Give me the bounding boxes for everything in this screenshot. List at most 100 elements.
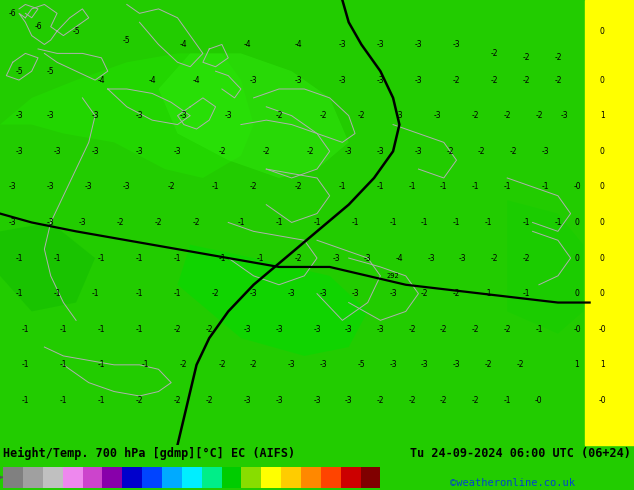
Text: -4: -4 <box>180 40 188 49</box>
Bar <box>261 466 281 488</box>
Text: -2: -2 <box>491 49 498 58</box>
Bar <box>202 466 221 488</box>
Text: -3: -3 <box>415 75 422 85</box>
Text: -1: -1 <box>503 396 511 405</box>
Text: -3: -3 <box>294 75 302 85</box>
Text: -3: -3 <box>224 111 232 120</box>
Text: -2: -2 <box>484 360 492 369</box>
Text: -1: -1 <box>351 218 359 227</box>
Text: -3: -3 <box>15 147 23 156</box>
Text: 1: 1 <box>574 360 579 369</box>
Text: -3: -3 <box>453 360 460 369</box>
Text: -2: -2 <box>421 289 429 298</box>
Text: -1: -1 <box>522 218 530 227</box>
Text: -3: -3 <box>243 396 251 405</box>
Text: -1: -1 <box>22 396 29 405</box>
Text: -3: -3 <box>180 111 188 120</box>
Text: -2: -2 <box>250 360 257 369</box>
Bar <box>43 466 63 488</box>
Bar <box>242 466 261 488</box>
Text: -3: -3 <box>53 147 61 156</box>
Text: -2: -2 <box>472 396 479 405</box>
Text: -2: -2 <box>358 111 365 120</box>
Text: -3: -3 <box>345 396 353 405</box>
Bar <box>142 466 162 488</box>
Text: -2: -2 <box>510 147 517 156</box>
Text: -1: -1 <box>60 360 67 369</box>
Text: -1: -1 <box>484 218 492 227</box>
Text: -3: -3 <box>313 325 321 334</box>
Text: -3: -3 <box>9 182 16 192</box>
Text: 0: 0 <box>574 289 579 298</box>
Text: -3: -3 <box>421 360 429 369</box>
Bar <box>3 466 23 488</box>
Text: -2: -2 <box>503 111 511 120</box>
Text: -3: -3 <box>434 111 441 120</box>
Text: -3: -3 <box>288 289 295 298</box>
Text: -1: -1 <box>256 253 264 263</box>
Bar <box>23 466 43 488</box>
Text: -1: -1 <box>408 182 416 192</box>
Text: -2: -2 <box>218 147 226 156</box>
Text: -3: -3 <box>275 325 283 334</box>
Text: -5: -5 <box>15 67 23 75</box>
Text: -1: -1 <box>453 218 460 227</box>
Text: -1: -1 <box>174 289 181 298</box>
Text: -1: -1 <box>541 182 549 192</box>
Text: -5: -5 <box>72 26 80 36</box>
Text: -5: -5 <box>358 360 365 369</box>
Text: -3: -3 <box>541 147 549 156</box>
Bar <box>321 466 340 488</box>
Text: -3: -3 <box>396 111 403 120</box>
Polygon shape <box>0 53 254 178</box>
Bar <box>301 466 321 488</box>
Text: -4: -4 <box>98 75 105 85</box>
Text: -2: -2 <box>440 396 448 405</box>
Text: 0: 0 <box>600 75 605 85</box>
Text: -2: -2 <box>554 75 562 85</box>
Text: -2: -2 <box>294 253 302 263</box>
Text: -3: -3 <box>15 111 23 120</box>
Text: -1: -1 <box>339 182 346 192</box>
Text: -2: -2 <box>262 147 270 156</box>
Text: -1: -1 <box>535 325 543 334</box>
Text: -1: -1 <box>136 289 143 298</box>
Text: -2: -2 <box>478 147 486 156</box>
Text: -6: -6 <box>34 22 42 31</box>
Text: -2: -2 <box>193 218 200 227</box>
Text: -3: -3 <box>250 289 257 298</box>
Text: -3: -3 <box>320 360 327 369</box>
Text: 292: 292 <box>387 273 399 279</box>
Text: -2: -2 <box>377 396 384 405</box>
Text: -3: -3 <box>427 253 435 263</box>
Text: -1: -1 <box>472 182 479 192</box>
Bar <box>162 466 182 488</box>
Text: 0: 0 <box>600 253 605 263</box>
Text: -3: -3 <box>136 147 143 156</box>
Text: -2: -2 <box>522 253 530 263</box>
Text: -4: -4 <box>294 40 302 49</box>
Text: -2: -2 <box>250 182 257 192</box>
Text: -1: -1 <box>237 218 245 227</box>
Text: -3: -3 <box>339 40 346 49</box>
Bar <box>221 466 242 488</box>
Text: -0: -0 <box>535 396 543 405</box>
Text: -1: -1 <box>522 289 530 298</box>
Text: -0: -0 <box>573 182 581 192</box>
Text: -3: -3 <box>275 396 283 405</box>
Text: -5: -5 <box>47 67 55 75</box>
Text: -2: -2 <box>167 182 175 192</box>
Text: -3: -3 <box>288 360 295 369</box>
Text: -2: -2 <box>294 182 302 192</box>
Text: -1: -1 <box>421 218 429 227</box>
Bar <box>281 466 301 488</box>
Text: -3: -3 <box>345 147 353 156</box>
Text: -1: -1 <box>60 325 67 334</box>
Text: -3: -3 <box>47 111 55 120</box>
Text: -6: -6 <box>9 9 16 18</box>
Text: -2: -2 <box>205 325 213 334</box>
Text: -3: -3 <box>415 40 422 49</box>
Text: -1: -1 <box>60 396 67 405</box>
Text: 0: 0 <box>600 218 605 227</box>
Bar <box>103 466 122 488</box>
